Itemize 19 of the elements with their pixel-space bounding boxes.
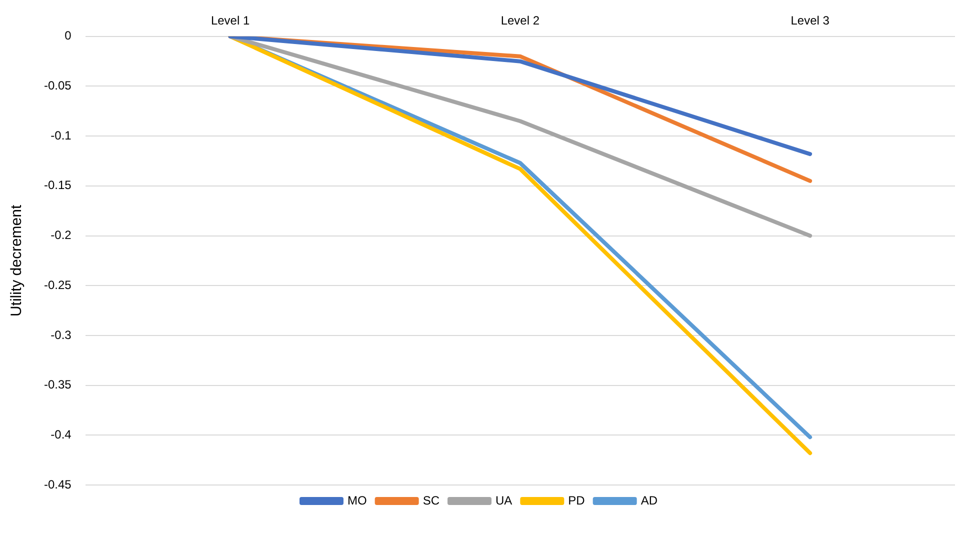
y-tick-label: -0.15 [44,178,72,192]
y-tick-label: -0.3 [50,328,72,342]
y-tick-label: -0.05 [44,78,72,93]
x-tick-label: Level 3 [790,14,830,28]
y-tick-label: -0.4 [50,427,72,442]
y-tick-label: 0 [64,28,72,43]
y-tick-label: -0.2 [50,228,72,242]
x-tick-label: Level 1 [210,14,250,28]
legend-label: SC [422,493,440,508]
x-tick-label: Level 2 [500,14,540,28]
legend-label: AD [640,493,658,508]
legend-label: UA [495,493,512,508]
y-tick-label: -0.35 [44,378,72,392]
legend-label: MO [347,493,367,508]
y-tick-label: -0.45 [44,477,72,492]
legend-label: PD [568,493,586,508]
y-tick-label: -0.1 [50,128,72,142]
y-tick-label: -0.25 [44,278,72,292]
y-axis-title: Utility decrement [8,204,26,317]
